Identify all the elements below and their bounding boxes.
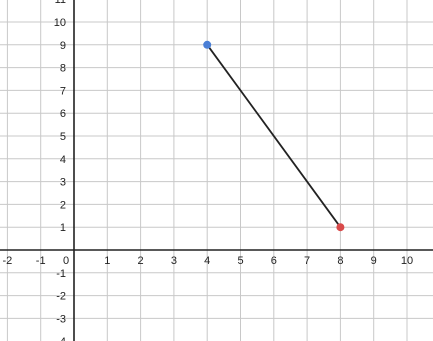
y-tick-label: 8 [60, 63, 66, 75]
y-tick-label: 2 [60, 199, 66, 211]
y-tick-label: 5 [60, 131, 66, 143]
y-tick-label: 11 [55, 0, 66, 6]
x-tick-label: 4 [204, 255, 210, 267]
x-tick-label: -1 [36, 255, 46, 267]
x-tick-label: 7 [304, 255, 310, 267]
data-point [203, 40, 212, 49]
x-tick-label: 1 [104, 255, 110, 267]
y-tick-label: 4 [60, 154, 66, 166]
x-tick-label: -2 [3, 255, 13, 267]
x-tick-label: 6 [271, 255, 277, 267]
y-tick-label: 6 [60, 108, 66, 120]
x-tick-label: 2 [138, 255, 144, 267]
y-tick-label: 10 [54, 17, 66, 29]
y-tick-label: -4 [56, 336, 66, 341]
y-tick-label: -3 [56, 313, 66, 325]
y-tick-label: 7 [60, 85, 66, 97]
line-segment [206, 44, 342, 228]
y-tick-label: -2 [56, 291, 66, 303]
y-tick-label: 9 [60, 40, 66, 52]
x-tick-label: 0 [63, 255, 69, 267]
x-tick-label: 9 [371, 255, 377, 267]
data-point [336, 223, 345, 232]
x-tick-label: 5 [237, 255, 243, 267]
y-tick-label: 1 [60, 222, 66, 234]
x-tick-label: 8 [337, 255, 343, 267]
x-tick-label: 3 [171, 255, 177, 267]
plotted-series [203, 40, 345, 232]
x-tick-label: 10 [401, 255, 413, 267]
y-tick-label: -1 [56, 268, 66, 280]
y-tick-label: 3 [60, 177, 66, 189]
